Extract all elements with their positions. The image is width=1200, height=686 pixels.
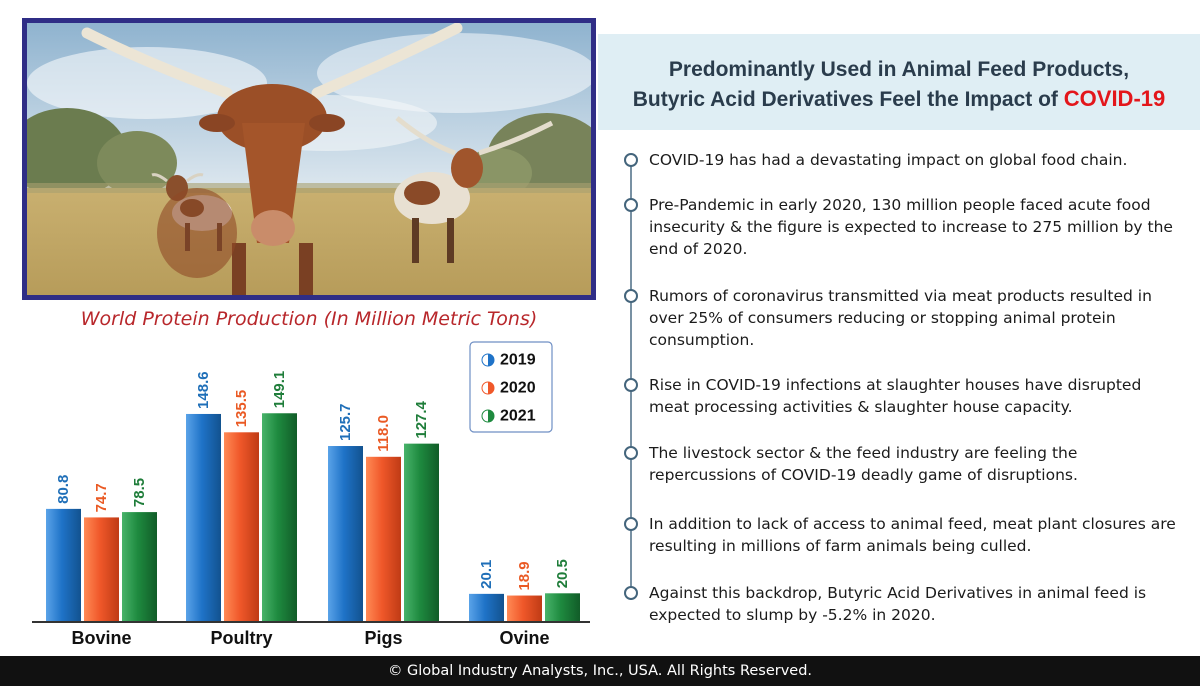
bar-bovine-2019 — [46, 508, 81, 622]
copyright-footer: © Global Industry Analysts, Inc., USA. A… — [0, 656, 1200, 686]
header-highlight-covid: COVID-19 — [1063, 86, 1166, 111]
bar-pigs-2021 — [404, 443, 439, 622]
legend-label-2021: 2021 — [500, 408, 536, 425]
value-label-pigs-2021: 127.4 — [413, 400, 430, 438]
header-title-line1: Predominantly Used in Animal Feed Produc… — [668, 58, 1130, 81]
legend-marker-icon — [488, 382, 494, 394]
bar-poultry-2021 — [262, 413, 297, 622]
x-tick-label-ovine: Ovine — [499, 628, 549, 648]
legend-marker-icon — [488, 354, 494, 366]
legend-entry-2019: 2019 — [481, 352, 536, 369]
bar-ovine-2021 — [545, 593, 580, 622]
bar-ovine-2019 — [469, 593, 504, 622]
bullet-text-2: Pre-Pandemic in early 2020, 130 million … — [649, 196, 1173, 258]
bullet-dot — [624, 198, 638, 212]
value-label-poultry-2020: 135.5 — [233, 390, 250, 428]
bar-pigs-2020 — [366, 456, 401, 622]
legend-entry-2020: 2020 — [481, 380, 536, 397]
header-band: Predominantly Used in Animal Feed Produc… — [598, 34, 1200, 130]
bullet-dot — [624, 289, 638, 303]
value-label-ovine-2019: 20.1 — [478, 560, 495, 589]
legend-label-2020: 2020 — [500, 380, 536, 397]
bullet-dot — [624, 153, 638, 167]
bullet-text-1: COVID-19 has had a devastating impact on… — [649, 151, 1128, 169]
bullet-dot — [624, 517, 638, 531]
bullet-dot — [624, 378, 638, 392]
cattle-photo — [22, 18, 596, 300]
header-title-prefix: Butyric Acid Derivatives Feel the Impact… — [632, 88, 1064, 111]
bar-bovine-2020 — [84, 517, 119, 622]
bullet-dot — [624, 586, 638, 600]
bar-poultry-2019 — [186, 413, 221, 622]
header-title-line2: Butyric Acid Derivatives Feel the Impact… — [598, 86, 1200, 112]
bar-ovine-2020 — [507, 595, 542, 622]
bullet-text-7: Against this backdrop, Butyric Acid Deri… — [649, 584, 1147, 624]
value-label-bovine-2019: 80.8 — [55, 475, 72, 504]
value-label-poultry-2019: 148.6 — [195, 371, 212, 409]
bar-poultry-2020 — [224, 432, 259, 622]
bullet-text-5: The livestock sector & the feed industry… — [649, 444, 1078, 484]
value-label-pigs-2020: 118.0 — [375, 415, 392, 452]
legend-entry-2021: 2021 — [481, 408, 536, 425]
x-tick-label-poultry: Poultry — [210, 628, 272, 648]
bullet-text-3: Rumors of coronavirus transmitted via me… — [649, 287, 1152, 349]
chart-title: World Protein Production (In Million Met… — [80, 308, 538, 330]
x-tick-label-pigs: Pigs — [364, 628, 402, 648]
value-label-ovine-2020: 18.9 — [516, 561, 533, 590]
bullet-text-6: In addition to lack of access to animal … — [649, 515, 1176, 555]
legend-label-2019: 2019 — [500, 352, 536, 369]
protein-production-chart: 80.8 74.7 78.5 148.6 135.5 149.1 125.7 118.0 127… — [32, 341, 590, 648]
value-label-bovine-2020: 74.7 — [93, 483, 110, 512]
x-tick-label-bovine: Bovine — [71, 628, 131, 648]
bullet-dot — [624, 446, 638, 460]
value-label-ovine-2021: 20.5 — [554, 559, 571, 588]
legend-marker-icon — [488, 410, 494, 422]
bar-pigs-2019 — [328, 446, 363, 622]
bullet-text-4: Rise in COVID-19 infections at slaughter… — [649, 376, 1142, 416]
bar-bovine-2021 — [122, 512, 157, 622]
value-label-poultry-2021: 149.1 — [271, 371, 288, 409]
chart-legend: 2019 2020 2021 — [469, 341, 553, 433]
value-label-bovine-2021: 78.5 — [131, 478, 148, 507]
value-label-pigs-2019: 125.7 — [337, 403, 354, 441]
